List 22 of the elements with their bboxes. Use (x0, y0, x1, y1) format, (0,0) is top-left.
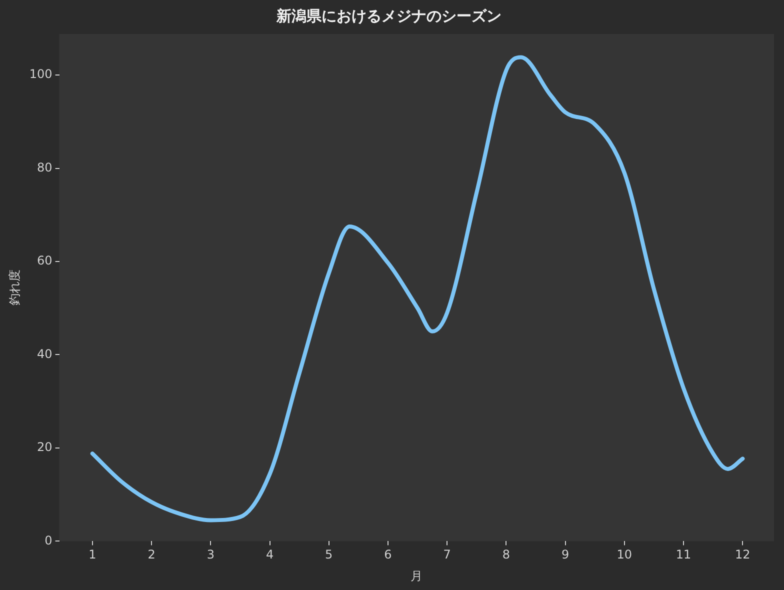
y-tick-label: 20 (37, 440, 52, 454)
y-tick-label: 60 (37, 254, 52, 268)
y-tick-label: 0 (44, 533, 52, 548)
x-tick-label: 11 (676, 548, 692, 562)
y-tick-label: 40 (37, 346, 52, 361)
x-axis-title: 月 (410, 568, 423, 583)
x-tick-label: 7 (443, 548, 451, 562)
x-tick-label: 2 (148, 548, 156, 562)
x-tick-label: 5 (325, 548, 333, 562)
x-tick-label: 4 (266, 548, 274, 562)
x-tick-label: 1 (88, 548, 96, 562)
x-tick-label: 6 (384, 548, 392, 562)
chart-title: 新潟県におけるメジナのシーズン (276, 6, 502, 25)
y-axis-title: 釣れ度 (7, 270, 22, 306)
x-tick-label: 3 (206, 548, 214, 562)
x-tick-label: 8 (502, 548, 510, 562)
y-tick-label: 100 (29, 67, 52, 82)
x-tick-label: 9 (562, 548, 570, 562)
line-series (90, 55, 745, 522)
x-tick-label: 10 (616, 548, 632, 562)
x-tick-label: 12 (735, 548, 750, 562)
y-tick-label: 80 (37, 160, 52, 174)
